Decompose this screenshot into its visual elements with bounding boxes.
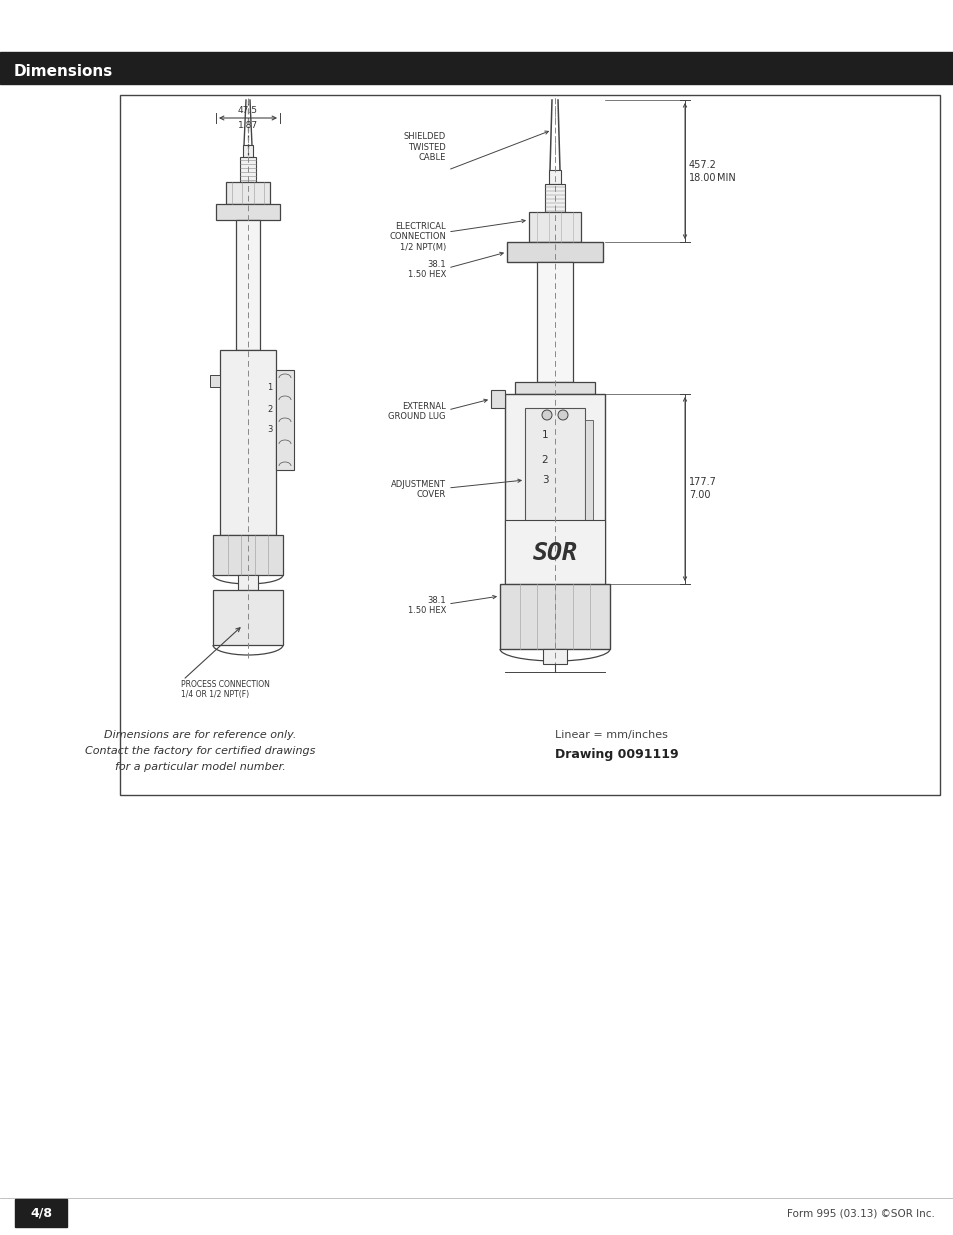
Circle shape xyxy=(558,410,567,420)
Text: Contact the factory for certified drawings: Contact the factory for certified drawin… xyxy=(85,746,314,756)
Bar xyxy=(210,375,220,387)
Bar xyxy=(499,584,609,650)
Text: SHIELDED
TWISTED
CABLE: SHIELDED TWISTED CABLE xyxy=(403,132,446,162)
Bar xyxy=(226,182,270,204)
Text: MIN: MIN xyxy=(717,173,735,183)
Bar xyxy=(275,370,294,471)
Bar xyxy=(515,382,595,394)
Bar xyxy=(544,184,564,212)
Bar xyxy=(213,535,283,576)
Text: Linear = mm/inches: Linear = mm/inches xyxy=(555,730,667,740)
Text: 3: 3 xyxy=(541,475,548,485)
Bar xyxy=(542,650,566,664)
Text: 3: 3 xyxy=(267,426,273,435)
Text: EXTERNAL
GROUND LUG: EXTERNAL GROUND LUG xyxy=(388,403,446,421)
Text: for a particular model number.: for a particular model number. xyxy=(114,762,285,772)
Text: SOR: SOR xyxy=(532,541,577,564)
Text: 457.2: 457.2 xyxy=(688,161,716,170)
Text: 177.7: 177.7 xyxy=(688,477,716,487)
Text: 18.00: 18.00 xyxy=(688,173,716,183)
Text: 1.87: 1.87 xyxy=(237,121,258,130)
Bar xyxy=(524,408,584,538)
Bar xyxy=(243,144,253,157)
Bar xyxy=(237,576,257,590)
Bar xyxy=(537,262,573,382)
Bar xyxy=(584,420,593,520)
Text: 2: 2 xyxy=(541,454,548,466)
Bar xyxy=(548,170,560,184)
Text: 38.1
1.50 HEX: 38.1 1.50 HEX xyxy=(407,261,446,279)
Bar xyxy=(504,520,604,584)
Bar xyxy=(0,52,953,84)
Text: 2: 2 xyxy=(267,405,273,415)
Text: 38.1
1.50 HEX: 38.1 1.50 HEX xyxy=(407,597,446,615)
Text: 4/8: 4/8 xyxy=(30,1207,52,1219)
Text: Dimensions are for reference only.: Dimensions are for reference only. xyxy=(104,730,295,740)
Bar xyxy=(15,1199,67,1228)
Bar xyxy=(506,242,602,262)
Text: 1: 1 xyxy=(541,430,548,440)
Bar xyxy=(213,590,283,645)
Circle shape xyxy=(541,410,552,420)
Bar xyxy=(504,394,604,584)
Text: PROCESS CONNECTION
1/4 OR 1/2 NPT(F): PROCESS CONNECTION 1/4 OR 1/2 NPT(F) xyxy=(181,680,270,699)
Text: Drawing 0091119: Drawing 0091119 xyxy=(555,748,678,761)
Bar xyxy=(120,95,939,795)
Text: Dimensions: Dimensions xyxy=(14,64,113,79)
Bar xyxy=(240,157,255,182)
Bar xyxy=(491,390,504,408)
Text: ELECTRICAL
CONNECTION
1/2 NPT(M): ELECTRICAL CONNECTION 1/2 NPT(M) xyxy=(389,222,446,252)
Bar xyxy=(220,350,275,535)
Bar xyxy=(215,204,280,220)
Text: 1: 1 xyxy=(267,384,273,393)
Bar xyxy=(529,212,580,242)
Text: Form 995 (03.13) ©SOR Inc.: Form 995 (03.13) ©SOR Inc. xyxy=(786,1208,934,1218)
Text: ADJUSTMENT
COVER: ADJUSTMENT COVER xyxy=(391,480,446,499)
Bar xyxy=(235,220,260,350)
Text: 7.00: 7.00 xyxy=(688,490,710,500)
Text: 47.5: 47.5 xyxy=(237,106,257,115)
